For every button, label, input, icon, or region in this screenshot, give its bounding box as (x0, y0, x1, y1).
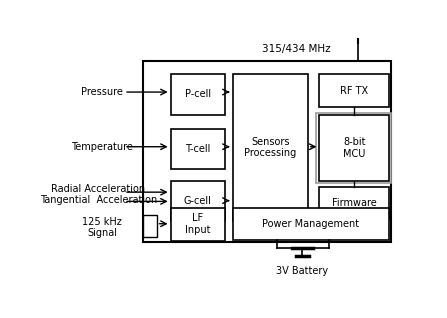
Text: Pressure: Pressure (81, 87, 123, 97)
Text: 315/434 MHz: 315/434 MHz (262, 44, 330, 54)
Text: Sensors
Processing: Sensors Processing (245, 137, 297, 158)
Bar (232, 208, 389, 240)
Bar (171, 74, 225, 115)
Text: RF TX: RF TX (340, 86, 368, 95)
Bar (171, 129, 225, 169)
Bar (171, 208, 225, 241)
Bar (143, 215, 156, 237)
Bar (316, 113, 392, 183)
Bar (319, 187, 389, 219)
Text: Temperature: Temperature (72, 142, 133, 152)
Text: Radial Acceleration: Radial Acceleration (51, 184, 146, 194)
Bar (143, 61, 391, 242)
Text: Tangential  Acceleration: Tangential Acceleration (40, 195, 157, 205)
Text: LF
Input: LF Input (185, 213, 211, 235)
Text: 3V Battery: 3V Battery (276, 266, 329, 276)
Bar (319, 74, 389, 107)
Text: G-cell: G-cell (184, 196, 211, 206)
Text: Firmware: Firmware (332, 198, 377, 208)
Text: 8-bit
MCU: 8-bit MCU (343, 137, 366, 159)
Bar (319, 115, 389, 181)
Text: Power Management: Power Management (262, 219, 359, 229)
Text: 125 kHz
Signal: 125 kHz Signal (83, 217, 122, 238)
Bar (171, 181, 225, 221)
Text: P-cell: P-cell (185, 89, 211, 99)
Text: T-cell: T-cell (185, 144, 211, 154)
Bar (232, 74, 308, 221)
